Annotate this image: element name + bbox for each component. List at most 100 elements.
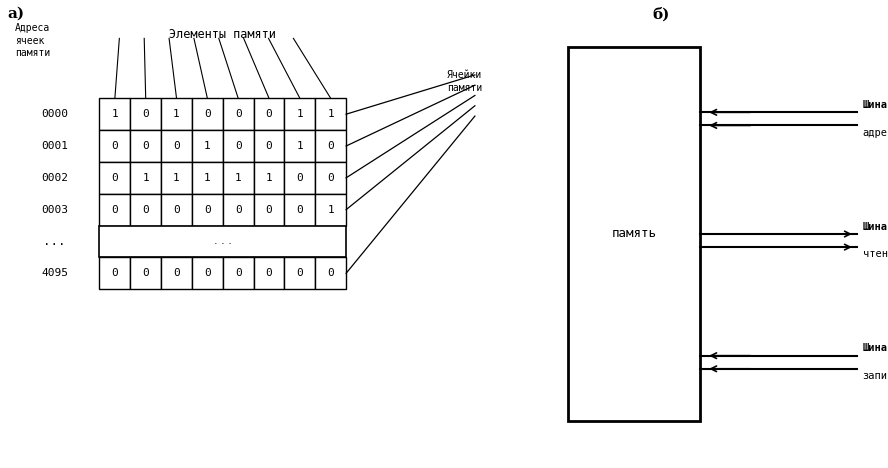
Text: 0: 0 xyxy=(173,205,180,215)
Bar xyxy=(315,162,346,194)
Text: память: память xyxy=(612,227,656,241)
Text: б): б) xyxy=(653,7,670,22)
Text: Шина: Шина xyxy=(862,100,888,110)
Bar xyxy=(99,194,131,226)
Bar xyxy=(192,257,223,289)
Text: 0: 0 xyxy=(204,268,210,278)
Text: 0: 0 xyxy=(112,268,118,278)
Bar xyxy=(254,98,284,130)
Bar xyxy=(254,194,284,226)
Text: 0: 0 xyxy=(142,141,149,151)
Text: 0: 0 xyxy=(234,205,242,215)
Bar xyxy=(99,257,131,289)
Text: 1: 1 xyxy=(204,173,210,183)
Text: 0: 0 xyxy=(328,268,334,278)
Bar xyxy=(284,162,315,194)
Text: 0: 0 xyxy=(328,173,334,183)
Text: 1: 1 xyxy=(112,109,118,119)
Text: записи: записи xyxy=(862,371,888,381)
Text: 0: 0 xyxy=(266,141,273,151)
Bar xyxy=(192,194,223,226)
Text: 0: 0 xyxy=(112,141,118,151)
Bar xyxy=(99,98,131,130)
Bar xyxy=(254,257,284,289)
Text: 0: 0 xyxy=(204,205,210,215)
Bar xyxy=(254,162,284,194)
Text: ...: ... xyxy=(44,235,66,248)
Text: 0001: 0001 xyxy=(41,141,68,151)
Bar xyxy=(315,98,346,130)
Text: 0: 0 xyxy=(234,141,242,151)
Text: 1: 1 xyxy=(328,109,334,119)
Text: 0: 0 xyxy=(142,205,149,215)
Bar xyxy=(284,194,315,226)
Bar xyxy=(284,98,315,130)
Bar xyxy=(223,162,254,194)
Text: 0: 0 xyxy=(204,109,210,119)
Text: 1: 1 xyxy=(234,173,242,183)
Bar xyxy=(161,162,192,194)
Text: 1: 1 xyxy=(297,141,303,151)
Text: Адреса
ячеек
памяти: Адреса ячеек памяти xyxy=(15,23,50,58)
Text: 0: 0 xyxy=(112,173,118,183)
Text: Элементы памяти: Элементы памяти xyxy=(170,28,276,41)
Text: 0002: 0002 xyxy=(41,173,68,183)
Bar xyxy=(161,257,192,289)
Text: 0: 0 xyxy=(234,268,242,278)
Text: 0: 0 xyxy=(173,268,180,278)
Text: 0: 0 xyxy=(297,173,303,183)
Text: 1: 1 xyxy=(204,141,210,151)
Bar xyxy=(192,162,223,194)
Text: 0: 0 xyxy=(173,141,180,151)
Bar xyxy=(315,257,346,289)
Text: 0: 0 xyxy=(266,109,273,119)
Text: 0: 0 xyxy=(112,205,118,215)
Text: 0: 0 xyxy=(266,268,273,278)
Bar xyxy=(161,130,192,162)
Text: адреса: адреса xyxy=(862,128,888,138)
Text: 1: 1 xyxy=(173,109,180,119)
Bar xyxy=(131,98,161,130)
Bar xyxy=(161,98,192,130)
Bar xyxy=(99,226,346,257)
Bar xyxy=(131,162,161,194)
Text: 0000: 0000 xyxy=(41,109,68,119)
Bar xyxy=(315,194,346,226)
Text: 0: 0 xyxy=(142,268,149,278)
Text: 0: 0 xyxy=(142,109,149,119)
Bar xyxy=(254,130,284,162)
Text: 1: 1 xyxy=(297,109,303,119)
Bar xyxy=(192,98,223,130)
Bar xyxy=(223,98,254,130)
Text: Ячейки
памяти: Ячейки памяти xyxy=(448,70,482,93)
Text: 1: 1 xyxy=(266,173,273,183)
Bar xyxy=(284,257,315,289)
Text: 4095: 4095 xyxy=(41,268,68,278)
Bar xyxy=(131,257,161,289)
Text: 0003: 0003 xyxy=(41,205,68,215)
Text: 0: 0 xyxy=(328,141,334,151)
Bar xyxy=(131,130,161,162)
Bar xyxy=(223,130,254,162)
Text: 1: 1 xyxy=(173,173,180,183)
Text: Шина: Шина xyxy=(862,222,888,232)
Bar xyxy=(161,194,192,226)
Bar xyxy=(223,194,254,226)
Text: 0: 0 xyxy=(297,205,303,215)
Text: а): а) xyxy=(7,7,25,21)
Bar xyxy=(99,130,131,162)
Bar xyxy=(192,130,223,162)
Text: 0: 0 xyxy=(297,268,303,278)
Bar xyxy=(99,162,131,194)
Text: Шина: Шина xyxy=(862,344,888,353)
Text: 1: 1 xyxy=(142,173,149,183)
Bar xyxy=(284,130,315,162)
Bar xyxy=(131,194,161,226)
Text: . . .: . . . xyxy=(214,236,232,247)
Text: 0: 0 xyxy=(266,205,273,215)
Text: чтения: чтения xyxy=(862,249,888,259)
Text: 0: 0 xyxy=(234,109,242,119)
Text: 1: 1 xyxy=(328,205,334,215)
Bar xyxy=(567,47,701,421)
Bar xyxy=(315,130,346,162)
